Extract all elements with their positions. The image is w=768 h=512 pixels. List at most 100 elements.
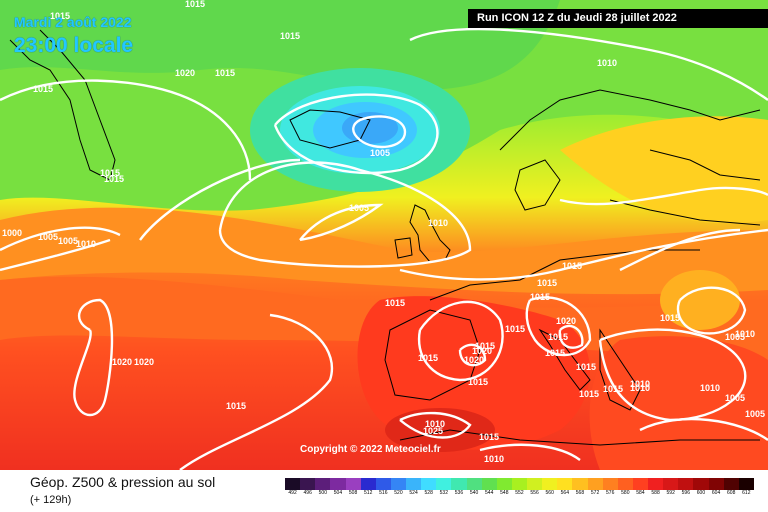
isobar-label: 1015 [280,31,300,41]
legend-footer: Géop. Z500 & pression au sol (+ 129h) 49… [0,470,768,512]
colorbar-swatch [557,478,573,490]
colorbar-swatch [693,478,709,490]
isobar-label: 1015 [418,353,438,363]
isobar-label: 1005 [725,393,745,403]
isobar-label: 1015 [475,341,495,351]
isobar-label: 1010 [735,329,755,339]
colorbar-tick-label: 596 [681,490,690,496]
colorbar-swatch [511,478,527,490]
colorbar-tick-label: 604 [711,490,721,496]
colorbar-swatch [330,478,346,490]
isobar-label: 1020 [134,357,154,367]
isobar-label: 1020 [556,316,576,326]
colorbar-swatch [738,478,754,490]
colorbar-tick-label: 572 [590,490,600,496]
valid-time: 23:00 locale [14,34,134,57]
isobar-label: 1000 [2,228,22,238]
isobar-label: 1015 [548,332,568,342]
isobar-label: 1010 [597,58,617,68]
isobar-label: 1015 [660,313,680,323]
colorbar-tick-label: 580 [621,490,630,496]
model-run-banner: Run ICON 12 Z du Jeudi 28 juillet 2022 [468,9,768,28]
isobar-label: 1015 [505,324,525,334]
forecast-lead-time: (+ 129h) [30,494,72,506]
isobar-label: 1010 [76,239,96,249]
colorbar-swatches [285,478,754,490]
isobar-label: 1005 [745,409,765,419]
colorbar-swatch [315,478,331,490]
valid-date: Mardi 2 août 2022 [14,14,132,30]
colorbar-swatch [602,478,618,490]
isobar-label: 1010 [630,383,650,393]
colorbar-tick-label: 540 [469,490,479,496]
colorbar-tick-label: 576 [606,490,615,496]
colorbar-labels: 492 496 500 504 508 512 516 520 524 528 532 536 540 5… [285,490,754,496]
isobar-label: 1015 [100,168,120,178]
colorbar-tick-label: 600 [696,490,706,496]
colorbar-swatch [300,478,316,490]
isobar-label: 1015 [185,0,205,9]
colorbar-swatch [632,478,648,490]
colorbar-tick-label: 508 [348,490,358,496]
colorbar-swatch [617,478,633,490]
isobar-label: 1010 [630,379,650,389]
colorbar-swatch [648,478,664,490]
copyright-notice: Copyright © 2022 Meteociel.fr [300,444,441,455]
colorbar-swatch [360,478,376,490]
colorbar-tick-label: 524 [409,490,418,496]
isobar-label: 1015 [545,348,565,358]
colorbar-swatch [345,478,361,490]
colorbar-swatch [542,478,558,490]
isobar-label: 1025 [423,426,443,436]
isobar-label: 1020 [112,357,132,367]
isobar-label: 1020 [175,68,195,78]
colorbar-swatch [390,478,406,490]
colorbar-swatch [406,478,422,490]
colorbar-swatch [723,478,739,490]
colorbar-swatch [481,478,497,490]
isobar-label: 1015 [537,278,557,288]
isobar-label: 1015 [562,261,582,271]
isobar-label: 1015 [215,68,235,78]
colorbar-tick-label: 516 [379,490,388,496]
colorbar-swatch [436,478,452,490]
isobar-label: 1015 [226,401,246,411]
colorbar-tick-label: 492 [288,490,297,496]
z500-color-field [0,0,768,470]
isobar-label: 1015 [33,84,53,94]
colorbar-swatch [527,478,543,490]
colorbar-tick-label: 528 [424,490,433,496]
colorbar-tick-label: 612 [742,490,751,496]
colorbar-tick-label: 568 [575,490,585,496]
colorbar-tick-label: 520 [394,490,403,496]
colorbar-swatch [572,478,588,490]
colorbar-tick-label: 564 [560,490,569,496]
isobar-label: 1015 [479,432,499,442]
isobar-label: 1015 [385,298,405,308]
isobar-label: 1005 [349,203,369,213]
isobar-label: 1005 [58,236,78,246]
colorbar-tick-label: 584 [636,490,645,496]
colorbar-tick-label: 544 [485,490,494,496]
colorbar-tick-label: 496 [303,490,312,496]
colorbar-swatch [451,478,467,490]
colorbar-tick-label: 556 [530,490,539,496]
colorbar-swatch [421,478,437,490]
isobar-label: 1005 [38,232,58,242]
isobar-label: 1015 [468,377,488,387]
isobar-label: 1015 [104,174,124,184]
isobar-label: 1005 [370,148,390,158]
isobars [0,27,768,470]
colorbar-swatch [466,478,482,490]
colorbar-tick-label: 536 [454,490,464,496]
colorbar-swatch [678,478,694,490]
parameter-title: Géop. Z500 & pression au sol [30,474,216,490]
isobar-label: 1015 [530,292,550,302]
colorbar-swatch [285,478,301,490]
isobar-label: 1010 [484,454,504,464]
isobar-label: 1010 [425,419,445,429]
colorbar-tick-label: 560 [545,490,554,496]
